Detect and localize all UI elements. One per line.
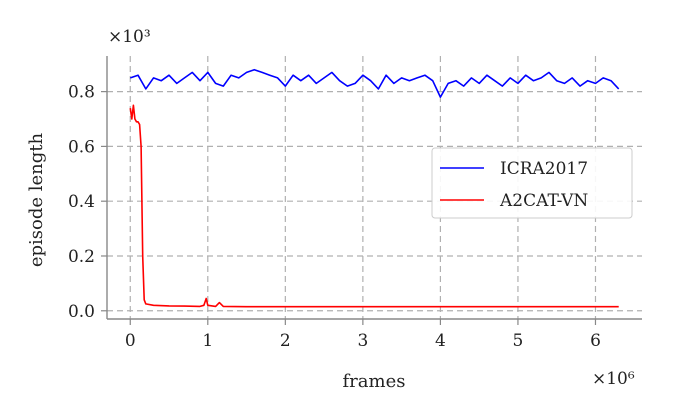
x-axis-label: frames — [343, 371, 406, 392]
y-tick-label: 0.4 — [68, 192, 95, 212]
legend-label-a2cat-vn: A2CAT-VN — [499, 191, 588, 211]
legend: ICRA2017 A2CAT-VN — [431, 147, 633, 219]
x-tick-label: 4 — [435, 331, 446, 351]
y-tick-label: 0.8 — [68, 83, 95, 103]
series-line-icra2017 — [130, 68, 620, 98]
legend-label-icra2017: ICRA2017 — [500, 159, 588, 179]
y-axis-label: episode length — [26, 132, 47, 267]
x-tick-label: 3 — [357, 331, 368, 351]
x-tick-label: 1 — [202, 331, 213, 351]
x-tick-label: 6 — [590, 331, 601, 351]
y-tick-label: 0.6 — [68, 137, 95, 157]
x-tick-label: 5 — [513, 331, 524, 351]
y-tick-label: 0.0 — [68, 302, 95, 322]
x-axis-multiplier: ×10⁶ — [592, 369, 635, 389]
y-axis-multiplier: ×10³ — [108, 27, 151, 47]
y-tick-label: 0.2 — [68, 247, 95, 267]
x-tick-label: 0 — [125, 331, 136, 351]
series — [129, 68, 620, 308]
axes — [106, 56, 642, 320]
x-tick-label: 2 — [280, 331, 291, 351]
series-line-a2cat-vn — [129, 104, 619, 308]
ticks: 0 1 2 3 4 5 6 0.0 0.2 0.4 0.6 0.8 — [68, 83, 601, 351]
